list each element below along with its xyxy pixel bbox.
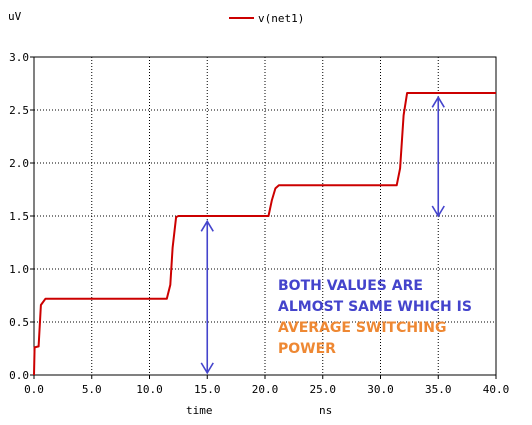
- double-arrow: [200, 219, 214, 375]
- x-tick-label: 0.0: [24, 383, 44, 396]
- annotation-text-line: POWER: [278, 341, 336, 357]
- y-tick-label: 2.0: [9, 157, 29, 170]
- double-arrow: [431, 95, 445, 218]
- axis-ticks: 0.0 5.0 10.0 15.0 20.0 25.0 30.0 35.0 40.0 0.0 0.5…: [9, 51, 509, 396]
- series-layer: [33, 92, 496, 376]
- legend: v(net1): [229, 12, 304, 25]
- annotation-text-line: ALMOST SAME WHICH IS: [278, 299, 472, 315]
- x-tick-label: 30.0: [367, 383, 394, 396]
- x-tick-label: 35.0: [425, 383, 452, 396]
- annotation-text-line: BOTH VALUES ARE: [278, 278, 423, 294]
- series-line: [33, 92, 496, 376]
- x-tick-label: 25.0: [310, 383, 337, 396]
- legend-entry: v(net1): [258, 12, 304, 25]
- y-tick-label: 0.5: [9, 316, 29, 329]
- x-axis-unit: ns: [319, 404, 332, 417]
- y-tick-label: 0.0: [9, 369, 29, 382]
- y-axis-label: uV: [8, 10, 22, 23]
- x-tick-label: 20.0: [252, 383, 279, 396]
- y-tick-label: 1.0: [9, 263, 29, 276]
- x-axis-label: time: [186, 404, 213, 417]
- x-tick-label: 15.0: [194, 383, 221, 396]
- y-tick-label: 1.5: [9, 210, 29, 223]
- y-tick-label: 3.0: [9, 51, 29, 64]
- x-tick-label: 5.0: [82, 383, 102, 396]
- x-tick-label: 40.0: [483, 383, 510, 396]
- annotation-text-line: AVERAGE SWITCHING: [278, 320, 447, 336]
- y-tick-label: 2.5: [9, 104, 29, 117]
- annotations: BOTH VALUES ARE ALMOST SAME WHICH IS AVERA…: [200, 95, 472, 375]
- x-tick-label: 10.0: [136, 383, 163, 396]
